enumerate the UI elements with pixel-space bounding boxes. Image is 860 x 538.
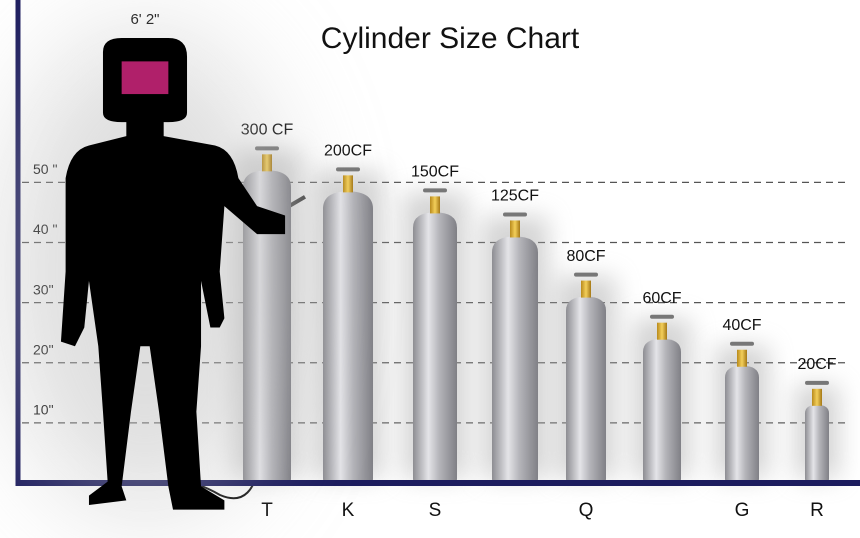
visor — [121, 61, 169, 95]
person-silhouette — [60, 38, 286, 510]
valve — [510, 220, 520, 238]
person — [4, 28, 286, 515]
x-tick-label: S — [429, 500, 442, 521]
valve-cap — [730, 341, 754, 346]
x-tick-label: K — [342, 500, 355, 521]
cylinder — [413, 212, 457, 483]
valve-cap — [805, 380, 829, 385]
valve-cap — [650, 314, 674, 319]
cylinder-label: 200CF — [324, 143, 372, 160]
cylinder-label: 40CF — [722, 317, 761, 334]
x-tick-label: T — [261, 500, 273, 521]
valve — [430, 196, 440, 214]
cylinder-label: 150CF — [411, 164, 459, 181]
cylinder — [725, 365, 759, 483]
cylinder — [566, 296, 606, 483]
chart-title: Cylinder Size Chart — [321, 22, 580, 55]
valve — [737, 349, 747, 367]
cylinder-label: 60CF — [642, 290, 681, 307]
valve-cap — [336, 167, 360, 172]
valve — [657, 322, 667, 340]
person-label: 6' 2" — [130, 11, 159, 28]
valve — [812, 388, 822, 406]
valve — [581, 280, 591, 298]
cylinder-label: 20CF — [797, 356, 836, 373]
cylinder — [805, 404, 829, 483]
x-tick-label: R — [810, 500, 824, 521]
x-tick-label: Q — [579, 500, 594, 521]
x-tick-label: G — [735, 500, 750, 521]
valve-cap — [574, 272, 598, 277]
cylinder — [492, 236, 538, 483]
valve-cap — [503, 212, 527, 217]
valve — [343, 175, 353, 193]
cylinder-label: 80CF — [566, 248, 605, 265]
valve-cap — [423, 188, 447, 193]
cylinder — [323, 191, 373, 484]
cylinder-label: 125CF — [491, 188, 539, 205]
cylinder — [643, 338, 681, 483]
